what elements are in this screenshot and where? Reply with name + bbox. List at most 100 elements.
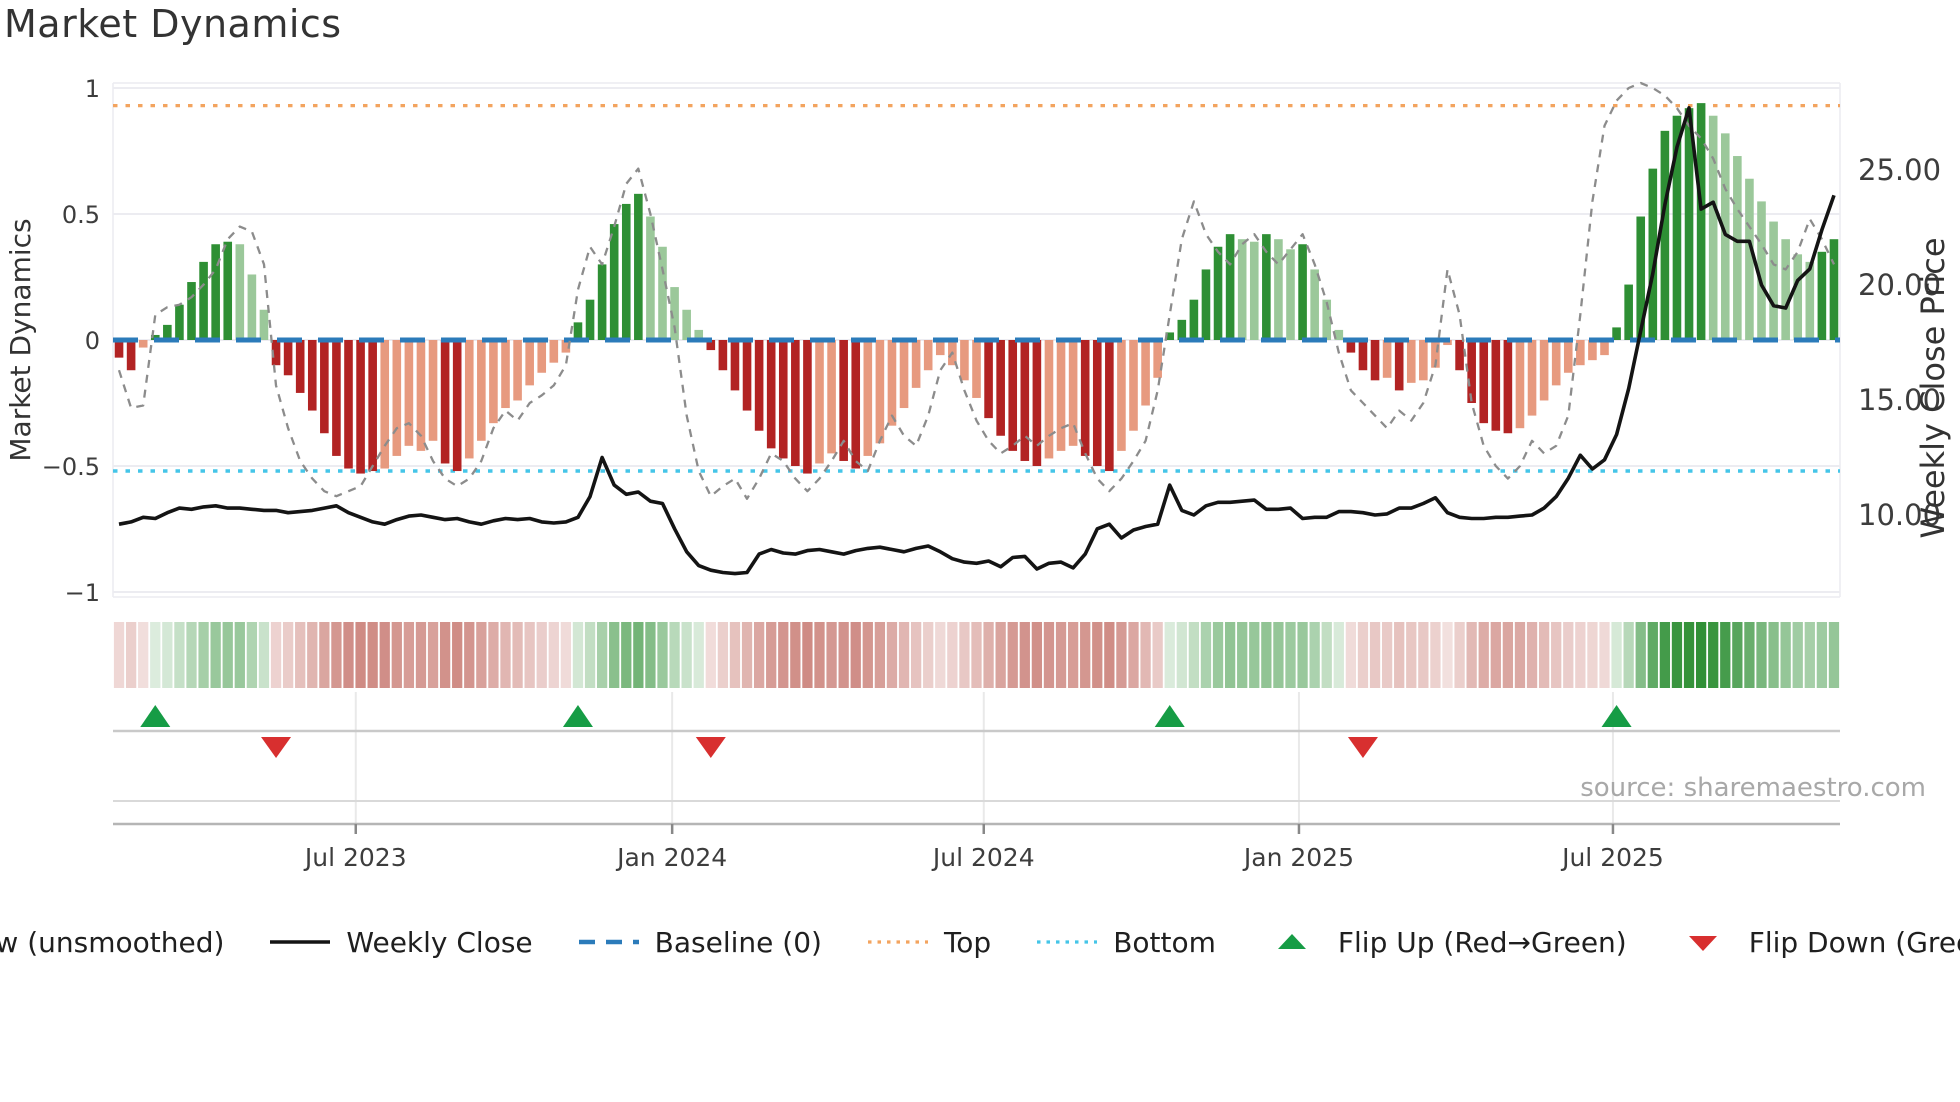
heat-cell bbox=[1092, 622, 1103, 688]
heat-cell bbox=[1575, 622, 1586, 688]
heat-cell bbox=[391, 622, 402, 688]
heat-cell bbox=[258, 622, 270, 688]
heat-cell bbox=[464, 622, 475, 688]
oscillator-bar bbox=[658, 246, 667, 340]
heat-cell bbox=[741, 622, 753, 688]
oscillator-bar bbox=[1237, 239, 1247, 340]
legend-label: Weekly Close bbox=[346, 925, 533, 959]
heat-cell bbox=[959, 622, 970, 688]
oscillator-bar bbox=[1684, 108, 1694, 340]
oscillator-bar bbox=[1733, 156, 1742, 340]
oscillator-bar bbox=[1612, 327, 1621, 340]
legend-label: Flip Up (Red→Green) bbox=[1337, 925, 1627, 959]
heat-cell bbox=[524, 622, 535, 688]
oscillator-bar bbox=[827, 340, 836, 454]
oscillator-bar bbox=[1672, 115, 1682, 340]
y-left-axis-label: Market Dynamics bbox=[4, 218, 37, 461]
y-left-tick-label: −0.5 bbox=[42, 453, 100, 481]
oscillator-bar bbox=[585, 299, 595, 340]
heat-cell bbox=[1683, 622, 1695, 688]
oscillator-bar bbox=[634, 193, 643, 340]
heat-cell bbox=[548, 622, 559, 688]
oscillator-bar bbox=[416, 340, 426, 451]
oscillator-bar bbox=[307, 340, 317, 411]
heat-cell bbox=[1067, 622, 1079, 688]
weekly-close-line bbox=[118, 106, 1836, 576]
oscillator-bar bbox=[1092, 340, 1102, 466]
heat-cell bbox=[150, 622, 161, 688]
heat-cell bbox=[874, 622, 886, 688]
oscillator-bar bbox=[1286, 249, 1295, 340]
heat-cell bbox=[910, 622, 922, 688]
oscillator-bar bbox=[1588, 340, 1597, 361]
oscillator-bar bbox=[730, 340, 740, 391]
heat-cell bbox=[1720, 622, 1731, 688]
legend-sample-top-icon bbox=[867, 940, 928, 944]
oscillator-bar bbox=[1467, 340, 1476, 403]
heat-cell bbox=[898, 622, 910, 688]
y-left-tick-label: 0 bbox=[85, 327, 100, 355]
heat-cell bbox=[1804, 622, 1815, 688]
oscillator-bar bbox=[356, 340, 365, 474]
heat-cell bbox=[1224, 622, 1236, 688]
heat-cell bbox=[705, 622, 716, 688]
legend-item-close: Weekly Close bbox=[268, 925, 533, 959]
heat-cell bbox=[1442, 622, 1453, 688]
heat-cell bbox=[1514, 622, 1526, 688]
heat-cell bbox=[1152, 622, 1163, 688]
heat-cell bbox=[1237, 622, 1248, 688]
oscillator-bar bbox=[597, 264, 607, 340]
heat-cell bbox=[923, 622, 934, 688]
heat-cell bbox=[186, 622, 197, 688]
heat-cell bbox=[1563, 622, 1574, 688]
oscillator-bar bbox=[211, 244, 220, 340]
heat-cell bbox=[935, 622, 946, 688]
oscillator-bar bbox=[1262, 234, 1271, 340]
oscillator-bar bbox=[1503, 340, 1513, 434]
oscillator-bar bbox=[477, 340, 486, 441]
heat-cell bbox=[850, 622, 861, 688]
heat-cell bbox=[1647, 622, 1658, 688]
legend-label: Bottom bbox=[1113, 925, 1216, 959]
heat-cell bbox=[1116, 622, 1127, 688]
oscillator-bar bbox=[1696, 103, 1706, 341]
y-right-axis-label: Weekly Close Price bbox=[1914, 237, 1952, 538]
oscillator-bar bbox=[935, 340, 945, 356]
oscillator-bar bbox=[1708, 115, 1718, 340]
x-tick-label: Jul 2025 bbox=[1560, 843, 1664, 872]
heat-cell bbox=[802, 622, 813, 688]
oscillator-bar bbox=[1177, 319, 1187, 340]
heat-cell bbox=[1345, 622, 1357, 688]
heat-cell bbox=[669, 622, 680, 688]
chart-title: Market Dynamics bbox=[4, 2, 342, 46]
heat-cell bbox=[162, 622, 173, 688]
heat-cell bbox=[596, 622, 608, 688]
heat-cell bbox=[983, 622, 994, 688]
heat-cell bbox=[766, 622, 777, 688]
heat-cell bbox=[1164, 622, 1175, 688]
oscillator-bar bbox=[501, 340, 510, 409]
oscillator-bar bbox=[609, 224, 619, 340]
oscillator-bar bbox=[1805, 261, 1815, 340]
legend-sample-flip_up-icon bbox=[1277, 934, 1306, 949]
oscillator-bar bbox=[489, 340, 498, 424]
x-tick-label: Jul 2023 bbox=[303, 843, 407, 872]
heat-cell bbox=[584, 622, 596, 688]
oscillator-bar bbox=[1298, 244, 1307, 340]
oscillator-bar bbox=[187, 282, 196, 340]
heat-cell bbox=[1188, 622, 1200, 688]
oscillator-bar bbox=[621, 203, 631, 340]
oscillator-bar bbox=[778, 340, 788, 459]
oscillator-bar bbox=[1044, 340, 1054, 459]
flip-down-marker bbox=[1347, 737, 1378, 758]
oscillator-bar bbox=[1201, 269, 1211, 340]
heat-cell bbox=[210, 622, 221, 688]
oscillator-bar bbox=[972, 340, 981, 398]
heat-cell bbox=[1297, 622, 1308, 688]
heat-cell bbox=[947, 622, 958, 688]
heat-cell bbox=[174, 622, 185, 688]
oscillator-bar bbox=[1781, 239, 1790, 340]
heat-cell bbox=[1104, 622, 1115, 688]
